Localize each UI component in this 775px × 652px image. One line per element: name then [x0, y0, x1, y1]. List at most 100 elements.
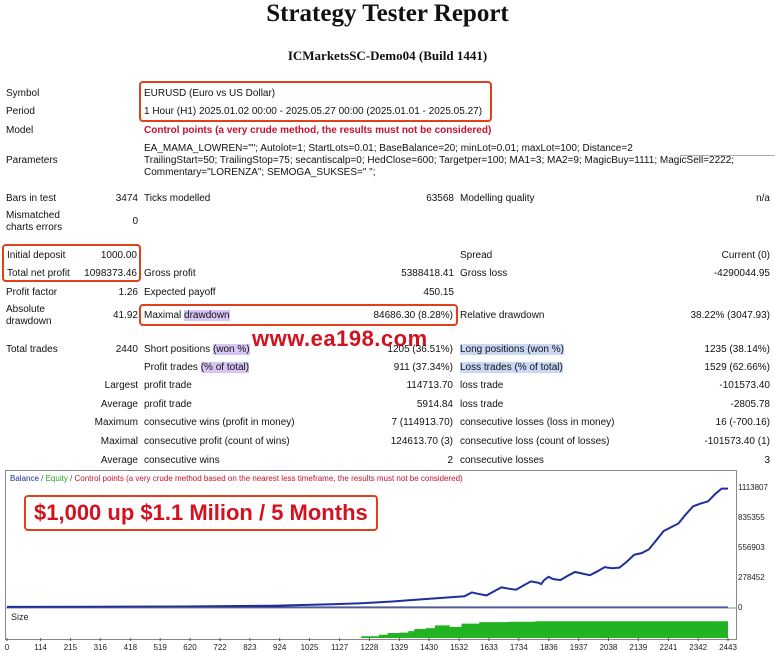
y-tick-label: 0: [738, 603, 743, 612]
grossloss-value: -4290044.95: [713, 268, 770, 279]
divider: [680, 155, 775, 156]
x-tick-label: 1633: [480, 643, 498, 652]
watermark: www.ea198.com: [252, 326, 428, 351]
largest-loss-label: loss trade: [460, 380, 504, 391]
short-label-2: (won %): [212, 344, 250, 355]
x-tick-label: 1937: [570, 643, 588, 652]
legend-equity: Equity: [45, 474, 68, 483]
size-pane-label: Size: [11, 612, 29, 622]
long-label-1: Long positions: [460, 344, 528, 355]
balance-line: [6, 487, 729, 608]
reldd-value: 38.22% (3047.93): [690, 310, 770, 321]
maximalloss-value: -101573.40 (1): [704, 436, 770, 447]
mismatch-label-1: Mismatched: [6, 210, 60, 221]
symbol-label: Symbol: [6, 88, 40, 99]
size-area: [7, 621, 728, 638]
symbol-value: EURUSD (Euro vs US Dollar): [144, 88, 276, 99]
profittrades-label: Profit trades (% of total): [144, 362, 250, 373]
avglosses-label: consecutive losses: [460, 455, 544, 466]
payoff-value: 450.15: [423, 287, 454, 298]
x-tick-label: 1430: [420, 643, 438, 652]
grossprofit-value: 5388418.41: [401, 268, 454, 279]
promo-banner: $1,000 up $1.1 Milion / 5 Months: [24, 495, 378, 531]
maxdd-highlight: [139, 304, 458, 326]
balance-chart-frame: [5, 470, 737, 640]
average-loss-value: -2805.78: [730, 399, 770, 410]
grossprofit-label: Gross profit: [144, 268, 196, 279]
legend-balance: Balance: [10, 474, 39, 483]
payoff-label: Expected payoff: [144, 287, 216, 298]
balance-chart: Size 1113807 835355 556903 278452 0 0 114 215 316…: [5, 483, 769, 652]
x-tick-label: 722: [213, 643, 227, 652]
report-title: Strategy Tester Report: [266, 0, 509, 27]
quality-label: Modelling quality: [460, 193, 535, 204]
mismatch-value: 0: [132, 216, 138, 227]
x-tick-label: 1329: [390, 643, 408, 652]
x-tick-label: 2139: [629, 643, 647, 652]
absdd-value: 41.92: [112, 310, 138, 321]
average-profit-label: profit trade: [144, 399, 192, 410]
maxconslosses-value: 16 (-700.16): [715, 417, 770, 428]
ticks-label: Ticks modelled: [144, 193, 211, 204]
maxdd-label: Maximal drawdown: [144, 310, 230, 321]
x-tick-label: 114: [34, 643, 47, 652]
x-tick-label: 1734: [510, 643, 528, 652]
netprofit-value: 1098373.46: [84, 268, 137, 279]
x-tick-label: 215: [64, 643, 78, 652]
bars-value: 3474: [115, 193, 138, 204]
x-tick-label: 1532: [450, 643, 468, 652]
x-tick-label: 1025: [301, 643, 319, 652]
average-profit-value: 5914.84: [416, 399, 453, 410]
avglosses-value: 3: [764, 455, 770, 466]
server-build: ICMarketsSC-Demo04 (Build 1441): [287, 48, 488, 63]
period-value: 1 Hour (H1) 2025.01.02 00:00 - 2025.05.2…: [144, 106, 483, 117]
legend-sep-1: /: [38, 474, 46, 483]
legend-control: Control points (a very crude method base…: [74, 474, 463, 483]
avgwins-label: consecutive wins: [144, 455, 220, 466]
x-tick-label: 0: [5, 643, 10, 652]
x-tick-label: 2038: [600, 643, 618, 652]
x-tick-label: 1127: [331, 643, 349, 652]
absdd-label-2: drawdown: [6, 316, 52, 327]
y-tick-label: 1113807: [738, 483, 769, 492]
ticks-value: 63568: [426, 193, 454, 204]
quality-value: n/a: [756, 193, 770, 204]
x-tick-label: 620: [183, 643, 197, 652]
maxdd-label-1: Maximal: [144, 310, 185, 321]
mismatch-label-2: charts errors: [6, 222, 63, 233]
x-tick-label: 823: [243, 643, 257, 652]
maxconswins-label: consecutive wins (profit in money): [144, 417, 295, 428]
spread-label: Spread: [460, 250, 493, 261]
model-label: Model: [6, 125, 34, 136]
x-tick-label: 924: [273, 643, 287, 652]
grossloss-label: Gross loss: [460, 268, 508, 279]
deposit-value: 1000.00: [100, 250, 137, 261]
short-label-1: Short positions: [144, 344, 213, 355]
maxconswins-value: 7 (114913.70): [391, 417, 453, 428]
long-value: 1235 (38.14%): [704, 344, 770, 355]
parameters-label: Parameters: [6, 155, 58, 166]
y-tick-label: 556903: [738, 543, 765, 552]
symbol-period-highlight: [139, 81, 492, 122]
losstrades-value: 1529 (62.66%): [704, 362, 770, 373]
trades-value: 2440: [115, 344, 138, 355]
maxdd-label-2: drawdown: [184, 310, 230, 321]
pf-value: 1.26: [118, 287, 138, 298]
average-label: Average: [100, 399, 138, 410]
period-label: Period: [6, 106, 35, 117]
maximalloss-label: consecutive loss (count of losses): [460, 436, 610, 447]
maximalprofit-label: consecutive profit (count of wins): [144, 436, 290, 447]
largest-profit-value: 114713.70: [406, 380, 453, 391]
trades-label: Total trades: [6, 344, 58, 355]
y-tick-label: 835355: [738, 513, 765, 522]
bars-label: Bars in test: [6, 193, 57, 204]
long-label: Long positions (won %): [460, 344, 564, 355]
parameters-line-2: TrailingStart=50; TrailingStop=75; secan…: [144, 155, 735, 166]
maxdd-value: 84686.30 (8.28%): [373, 310, 453, 321]
deposit-label: Initial deposit: [7, 250, 66, 261]
deposit-profit-highlight: [2, 244, 141, 282]
chart-legend: Balance / Equity / Control points (a ver…: [10, 474, 463, 483]
maximum-label: Maximum: [94, 417, 138, 428]
average-loss-label: loss trade: [460, 399, 504, 410]
parameters-line-3: Commentary="LORENZA"; SEMOGA_SUKSES=" ";: [144, 167, 376, 178]
